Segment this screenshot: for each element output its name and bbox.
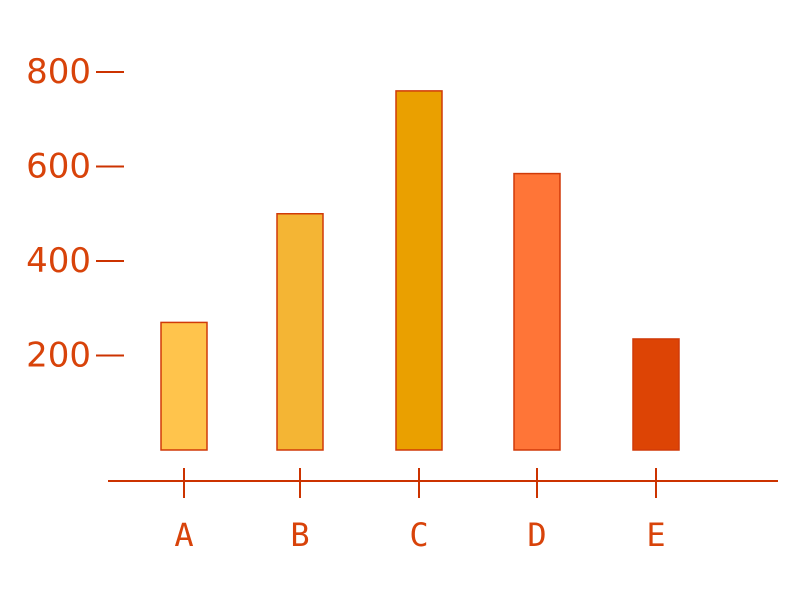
y-tick-label: 400 (26, 241, 91, 281)
bar-d (513, 172, 561, 451)
x-axis: A B C D E (174, 468, 666, 554)
x-tick-label: D (527, 516, 546, 554)
y-tick-label: 800 (26, 52, 91, 92)
bar-b (276, 213, 324, 451)
y-tick-label: 600 (26, 147, 91, 187)
x-tick-label: C (409, 516, 428, 554)
x-tick-label: E (646, 516, 665, 554)
bar-c (395, 90, 443, 451)
x-tick-label: B (290, 516, 309, 554)
bars (160, 90, 680, 451)
y-axis: 200 400 600 800 (26, 52, 124, 376)
x-tick-label: A (174, 516, 193, 554)
bar-a (160, 321, 208, 451)
y-tick-label: 200 (26, 336, 91, 376)
bar-e (632, 338, 680, 451)
